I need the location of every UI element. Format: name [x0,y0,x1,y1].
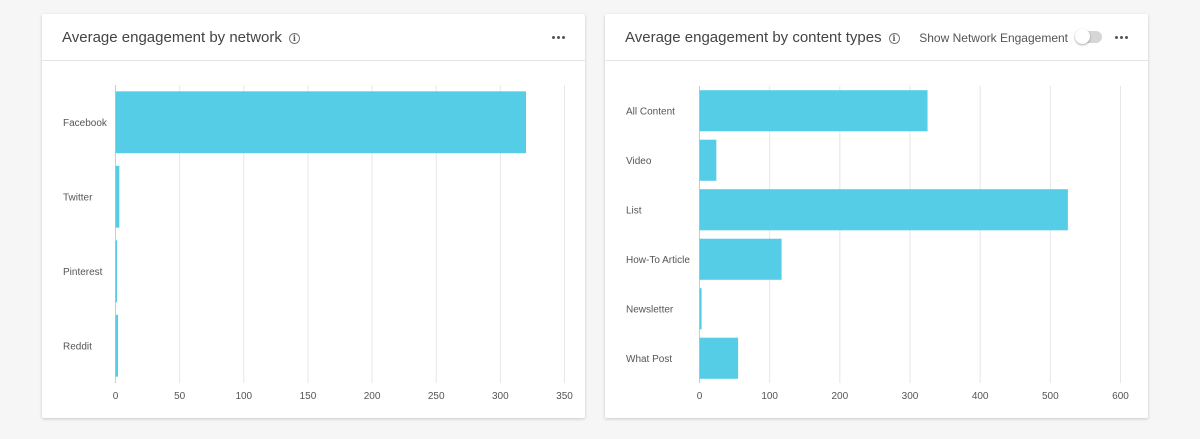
y-category-label: List [626,205,642,216]
x-tick-label: 150 [300,391,317,402]
card-title: Average engagement by content types i [625,29,900,46]
x-tick-label: 50 [174,391,186,402]
y-category-label: Newsletter [626,304,674,315]
bar[interactable] [699,189,1068,231]
x-tick-label: 500 [1042,391,1059,402]
bar[interactable] [115,314,119,377]
card-header: Average engagement by content types i Sho… [605,14,1148,61]
card-title-text: Average engagement by network [62,29,282,46]
bar[interactable] [699,238,782,280]
y-category-label: Twitter [63,192,93,203]
more-horizontal-icon[interactable] [552,36,565,39]
x-tick-label: 200 [364,391,381,402]
bar[interactable] [115,165,120,228]
content-type-engagement-card: Average engagement by content types i Sho… [605,14,1148,418]
card-header: Average engagement by network i [42,14,585,61]
info-icon[interactable]: i [888,33,900,44]
toggle-knob[interactable] [1075,29,1090,44]
network-engagement-toggle[interactable] [1075,29,1102,44]
bar[interactable] [115,91,527,154]
card-title-text: Average engagement by content types [625,29,882,46]
x-tick-label: 300 [902,391,919,402]
x-tick-label: 250 [428,391,445,402]
bar[interactable] [699,90,928,132]
y-category-label: How-To Article [626,255,690,266]
card-title: Average engagement by network i [62,29,300,46]
x-tick-label: 100 [761,391,778,402]
x-tick-label: 200 [831,391,848,402]
x-tick-label: 350 [556,391,573,402]
x-tick-label: 0 [113,391,119,402]
content-type-bar-chart: 0 100 200 300 400 500 600 All Content Video List H… [626,86,1129,402]
y-category-label: All Content [626,106,675,117]
x-tick-label: 100 [235,391,252,402]
y-category-label: What Post [626,354,672,365]
y-category-label: Facebook [63,118,108,129]
y-category-label: Video [626,156,652,167]
more-horizontal-icon[interactable] [1115,36,1128,39]
y-category-label: Reddit [63,341,92,352]
network-bar-chart: 0 50 100 150 200 250 300 350 Facebook Twitter Pint… [63,85,573,402]
info-icon[interactable]: i [288,33,300,44]
bar[interactable] [115,240,118,303]
bar[interactable] [699,337,739,379]
bar[interactable] [699,139,717,181]
x-tick-label: 600 [1112,391,1129,402]
y-category-label: Pinterest [63,267,103,278]
x-tick-label: 0 [697,391,703,402]
x-tick-label: 400 [972,391,989,402]
x-tick-label: 300 [492,391,509,402]
network-engagement-card: Average engagement by network i 0 50 100 150… [42,14,585,418]
bar[interactable] [699,288,702,330]
network-engagement-toggle-label: Show Network Engagement [919,31,1068,45]
